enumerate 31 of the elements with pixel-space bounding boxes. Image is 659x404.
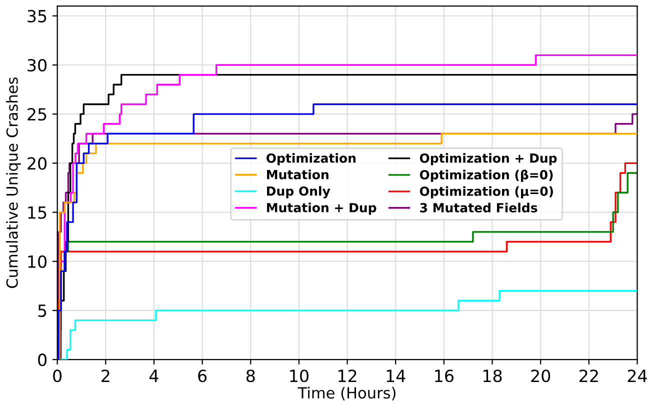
x-tick-label: 6: [198, 370, 207, 382]
y-tick-label: 10: [28, 255, 47, 268]
x-tick-label: 14: [386, 370, 406, 382]
x-tick-label: 20: [531, 370, 550, 382]
x-tick-label: 10: [290, 370, 308, 382]
legend-label: Mutation: [267, 170, 328, 180]
x-tick-label: 18: [484, 370, 502, 382]
y-tick-label: 20: [28, 157, 47, 170]
x-tick-label: 8: [246, 370, 255, 382]
x-axis-title: Time (Hours): [298, 386, 396, 400]
y-tick-label: 25: [28, 108, 46, 121]
x-tick-label: 4: [150, 370, 158, 382]
y-tick-label: 5: [38, 304, 46, 318]
x-tick-label: 22: [580, 370, 598, 382]
x-tick-label: 12: [338, 370, 356, 382]
legend-label: Optimization (μ=0): [420, 186, 553, 198]
x-tick-label: 16: [435, 370, 454, 382]
x-tick-label: 2: [102, 370, 110, 382]
legend-label: Optimization (β=0): [420, 170, 553, 182]
legend-label: 3 Mutated Fields: [420, 202, 538, 212]
y-tick-label: 15: [28, 206, 46, 219]
y-tick-label: 0: [38, 354, 47, 366]
x-tick-label: 0: [53, 370, 62, 382]
legend-label: Optimization: [266, 153, 356, 166]
legend-label: Mutation + Dup: [267, 202, 376, 215]
y-axis-title: Cumulative Unique Crashes: [6, 77, 21, 288]
legend-label: Dup Only: [267, 186, 330, 198]
legend-label: Optimization + Dup: [420, 153, 557, 166]
x-tick-label: 24: [628, 370, 647, 382]
y-tick-label: 35: [28, 10, 46, 22]
y-tick-label: 30: [28, 58, 47, 72]
